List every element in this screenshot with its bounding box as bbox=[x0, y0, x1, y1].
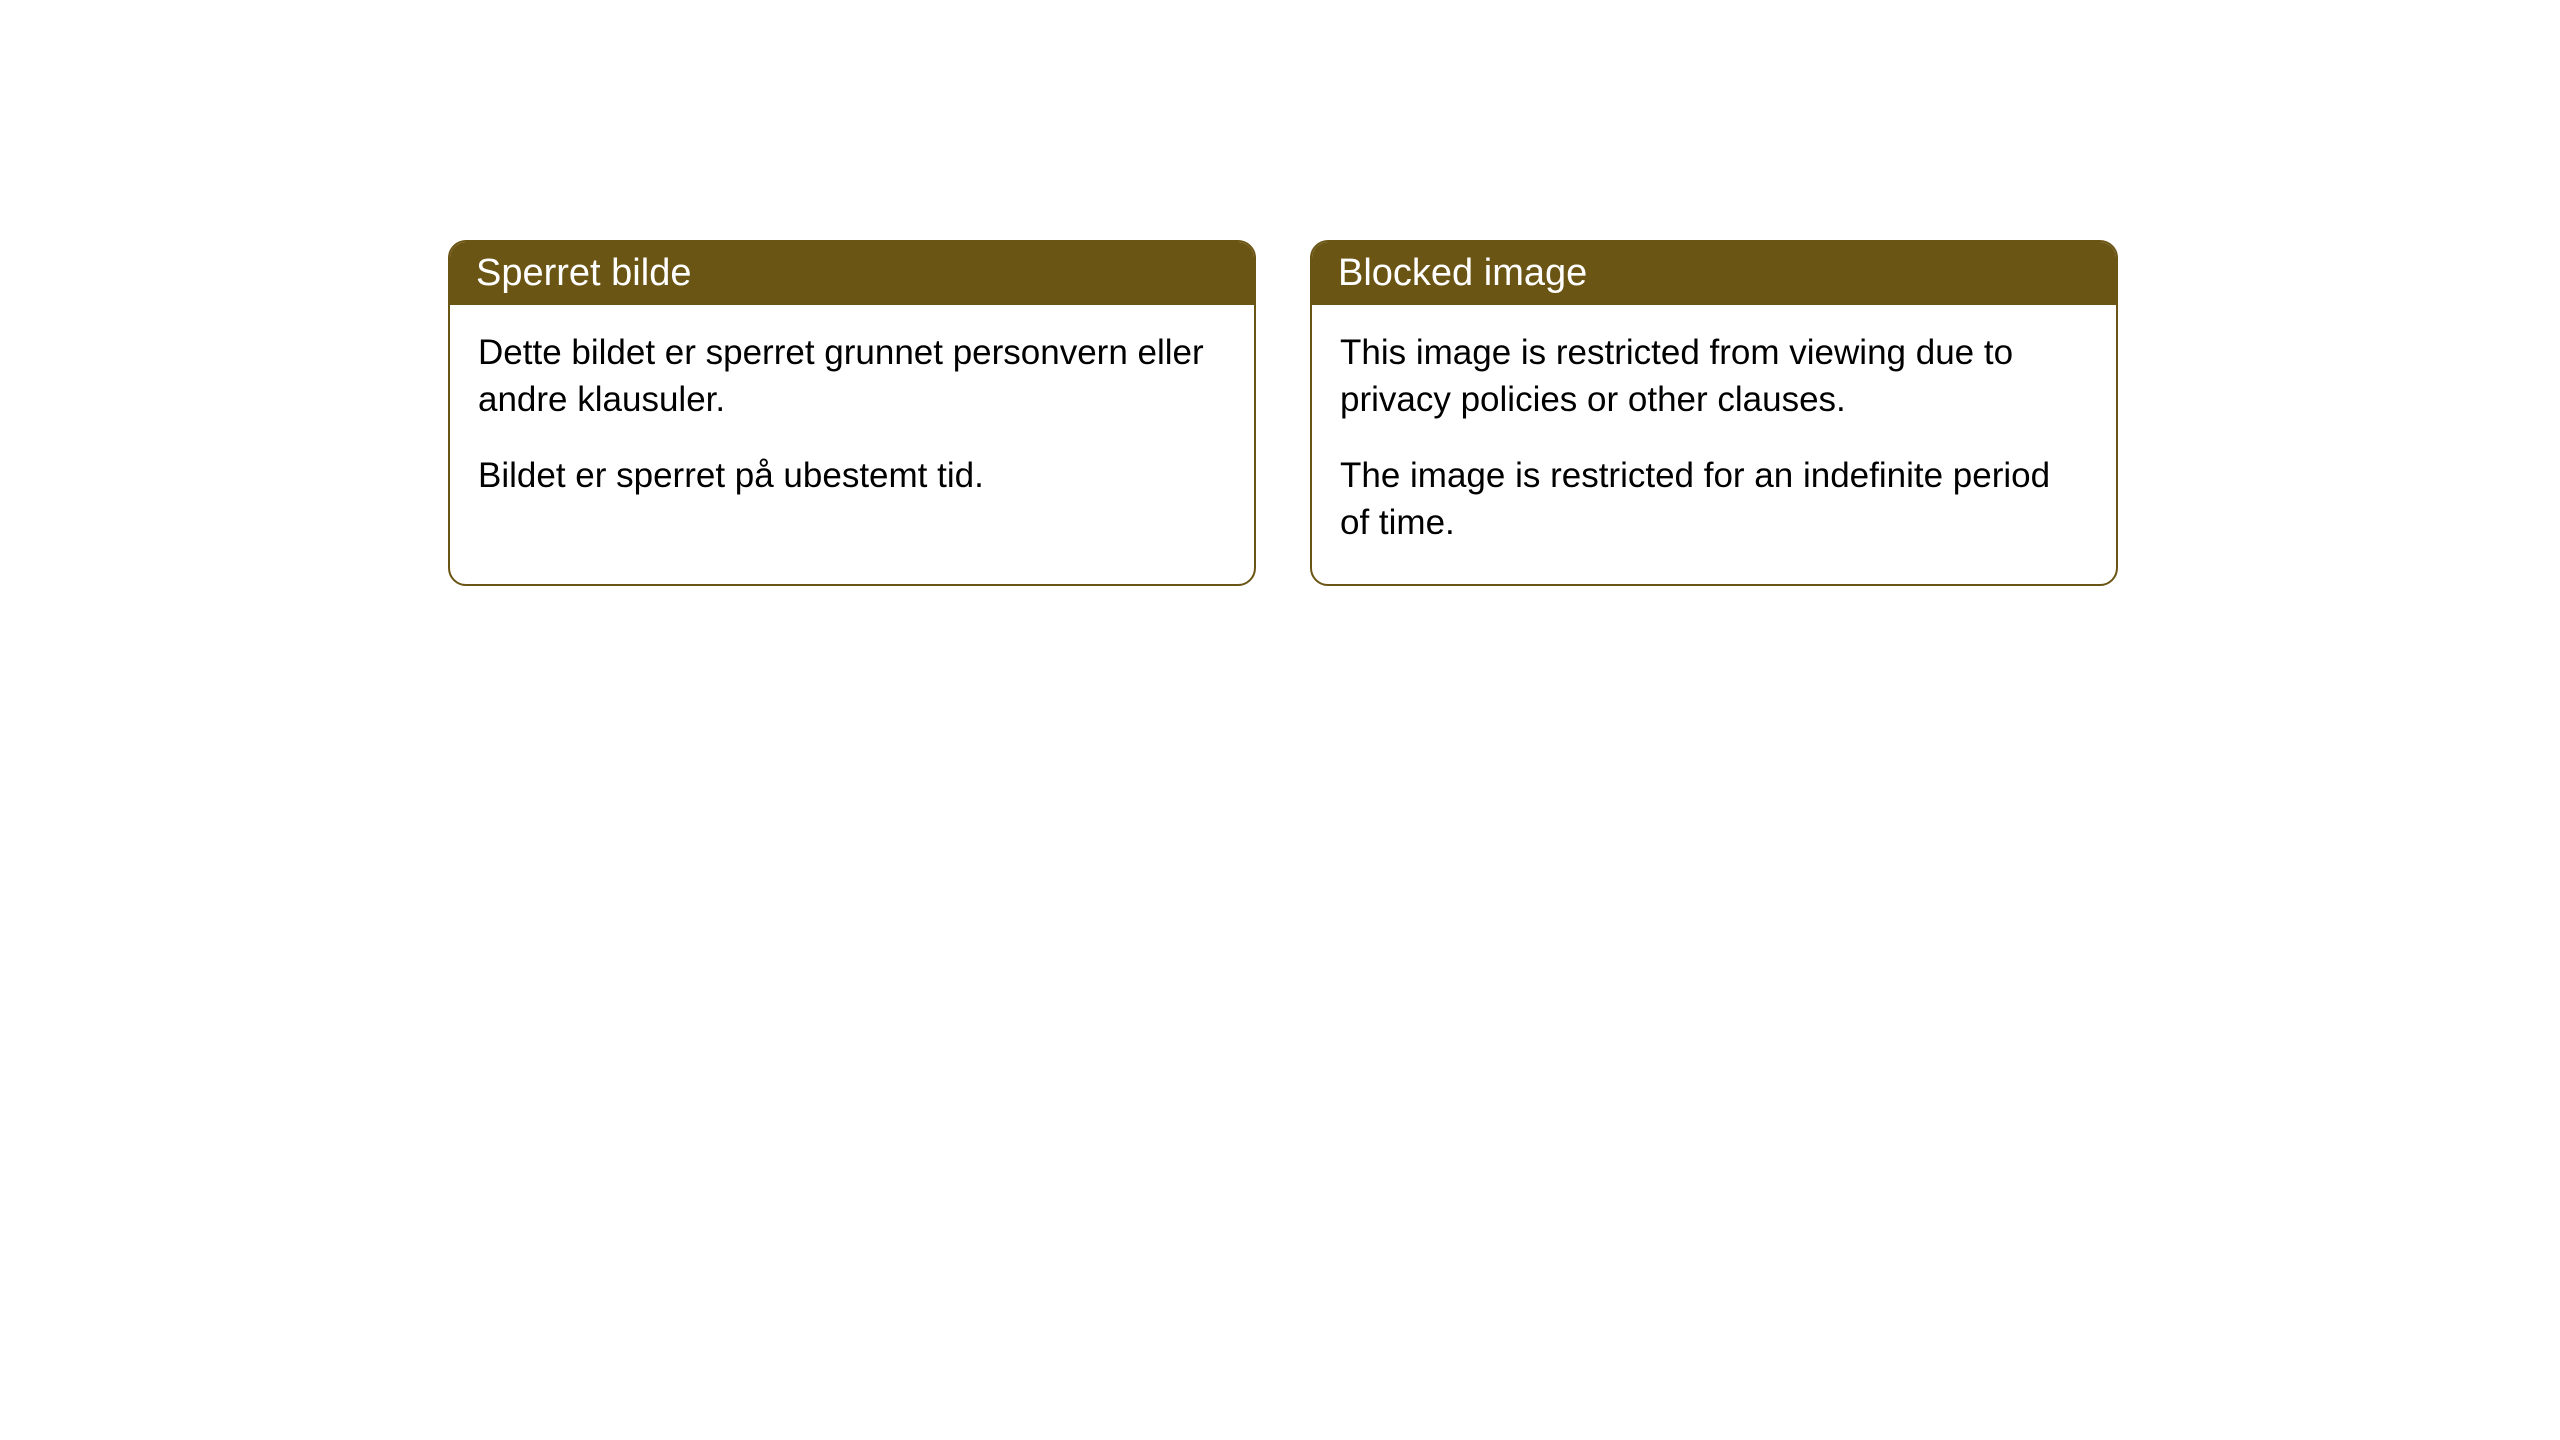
card-header: Sperret bilde bbox=[450, 242, 1254, 305]
card-paragraph: This image is restricted from viewing du… bbox=[1340, 329, 2088, 424]
card-body: Dette bildet er sperret grunnet personve… bbox=[450, 305, 1254, 537]
card-title: Blocked image bbox=[1338, 252, 1587, 294]
blocked-image-card-english: Blocked image This image is restricted f… bbox=[1310, 240, 2118, 586]
card-paragraph: Bildet er sperret på ubestemt tid. bbox=[478, 452, 1226, 499]
card-paragraph: The image is restricted for an indefinit… bbox=[1340, 452, 2088, 547]
card-title: Sperret bilde bbox=[476, 252, 691, 294]
blocked-image-card-norwegian: Sperret bilde Dette bildet er sperret gr… bbox=[448, 240, 1256, 586]
blocked-image-notices: Sperret bilde Dette bildet er sperret gr… bbox=[448, 240, 2118, 586]
card-header: Blocked image bbox=[1312, 242, 2116, 305]
card-paragraph: Dette bildet er sperret grunnet personve… bbox=[478, 329, 1226, 424]
card-body: This image is restricted from viewing du… bbox=[1312, 305, 2116, 584]
